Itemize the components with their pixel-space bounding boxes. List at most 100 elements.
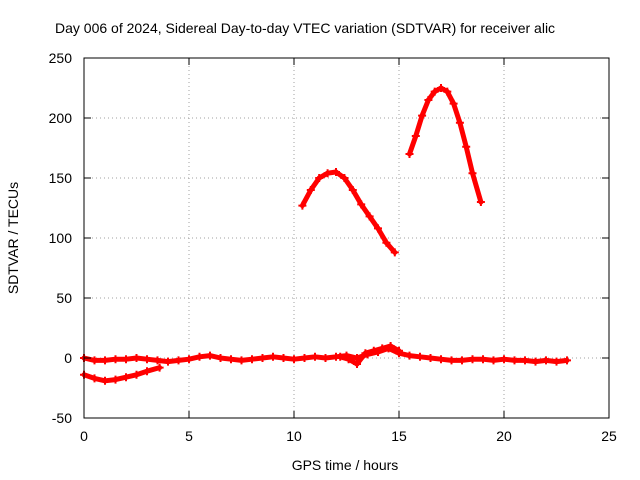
data-point <box>122 373 130 382</box>
series-segment <box>470 170 484 205</box>
data-point <box>437 84 445 92</box>
data-point <box>153 356 162 365</box>
data-point <box>206 351 214 360</box>
x-tick-label: 0 <box>80 428 88 444</box>
data-point <box>298 201 307 210</box>
data-point <box>174 356 183 365</box>
data-point <box>353 360 361 368</box>
data-point <box>378 344 387 353</box>
data-point <box>374 224 382 233</box>
data-point <box>365 212 374 221</box>
series-segment <box>463 144 475 176</box>
series-segment <box>375 225 389 246</box>
series-satellite-track-e <box>336 342 403 368</box>
x-tick-label: 25 <box>601 428 617 444</box>
data-point <box>143 355 151 364</box>
data-point <box>258 354 267 362</box>
series-segment <box>419 97 431 119</box>
data-point <box>361 349 370 358</box>
x-tick-label: 20 <box>496 428 512 444</box>
data-point <box>323 169 332 178</box>
data-point <box>468 355 477 364</box>
data-point <box>164 357 172 366</box>
data-point <box>185 355 193 364</box>
data-point <box>101 356 109 365</box>
series-segment <box>457 120 469 150</box>
data-point <box>248 355 256 364</box>
data-point <box>321 354 330 362</box>
data-point <box>542 356 550 365</box>
x-tick-label: 5 <box>185 428 193 444</box>
series-segment <box>451 101 463 126</box>
x-tick-label: 10 <box>286 428 302 444</box>
data-point <box>500 355 508 364</box>
data-point <box>395 346 403 355</box>
series-satellite-track-a <box>298 168 399 257</box>
data-point <box>90 374 99 383</box>
data-point <box>336 352 345 361</box>
data-point <box>458 356 466 365</box>
data-point <box>521 356 529 365</box>
data-points <box>80 84 571 385</box>
data-point <box>90 356 99 365</box>
data-point <box>315 174 324 182</box>
data-point <box>227 355 235 364</box>
y-tick-label: 200 <box>49 110 73 126</box>
data-point <box>237 356 246 365</box>
data-point <box>443 87 452 96</box>
y-axis-label: SDTVAR / TECUs <box>5 182 21 294</box>
series-satellite-track-c <box>80 363 164 385</box>
data-point <box>344 355 353 364</box>
data-point <box>357 200 366 209</box>
data-point <box>462 142 471 151</box>
data-point <box>510 356 519 365</box>
data-point <box>332 168 340 176</box>
data-point <box>143 367 151 376</box>
data-point <box>416 352 424 361</box>
data-point <box>132 370 141 379</box>
y-tick-label: 0 <box>64 350 72 366</box>
x-tick-label: 15 <box>391 428 407 444</box>
data-point <box>111 355 120 364</box>
data-point <box>418 111 427 120</box>
data-point <box>411 132 420 140</box>
data-point <box>306 186 315 194</box>
y-tick-label: 250 <box>49 50 73 66</box>
data-point <box>405 150 414 158</box>
data-point <box>269 352 277 361</box>
data-point <box>405 351 414 360</box>
data-point <box>563 356 571 365</box>
data-point <box>479 355 487 364</box>
series-satellite-track-d <box>80 344 571 366</box>
data-point <box>122 355 130 364</box>
y-tick-label: 150 <box>49 170 73 186</box>
data-point <box>437 355 445 364</box>
data-point <box>111 375 120 384</box>
plot-frame <box>83 57 610 419</box>
chart-title: Day 006 of 2024, Sidereal Day-to-day VTE… <box>55 20 555 36</box>
data-point <box>489 356 498 365</box>
data-point <box>101 376 109 385</box>
data-point <box>386 342 395 350</box>
data-point <box>195 352 204 361</box>
y-tick-label: 50 <box>56 290 72 306</box>
data-point <box>300 354 309 362</box>
series-segment <box>413 113 425 139</box>
data-point <box>311 352 319 361</box>
series-segment <box>299 187 314 209</box>
y-tick-label: -50 <box>52 410 72 426</box>
data-point <box>132 354 141 362</box>
axis-ticks: 0 5 10 15 20 25 -50 0 50 100 150 200 250 <box>49 50 617 444</box>
data-point <box>449 99 458 108</box>
data-point <box>340 174 349 182</box>
data-point <box>369 346 378 355</box>
data-point <box>455 118 464 127</box>
data-point <box>348 186 357 194</box>
x-axis-label: GPS time / hours <box>292 457 399 473</box>
data-point <box>155 363 164 372</box>
data-point <box>552 357 561 366</box>
series-segment <box>407 133 419 157</box>
data-point <box>279 354 288 362</box>
series-satellite-track-b <box>405 84 485 206</box>
